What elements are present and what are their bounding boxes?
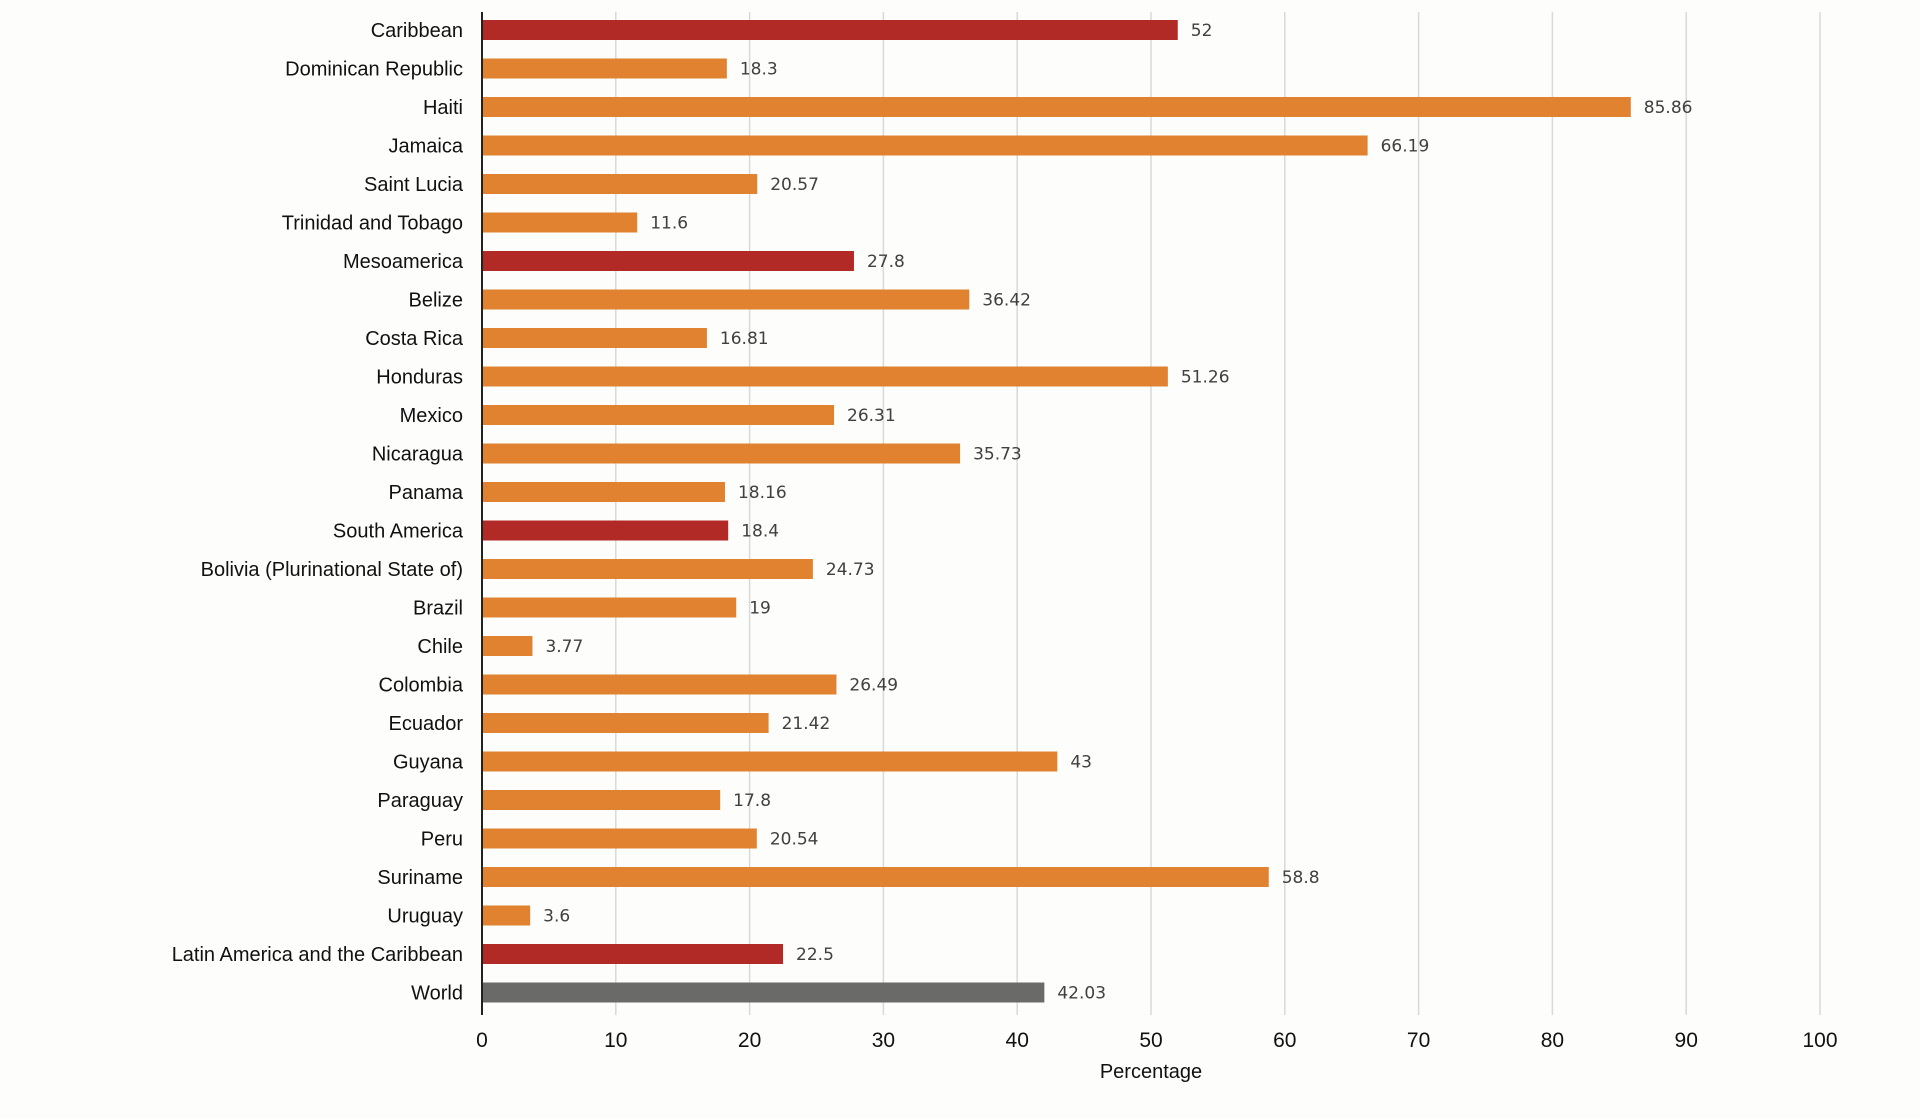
category-label: Dominican Republic <box>285 59 463 81</box>
category-label: Haiti <box>423 97 463 119</box>
x-tick-label: 10 <box>604 1029 627 1052</box>
value-label: 36.42 <box>982 291 1031 311</box>
bar <box>482 713 769 733</box>
category-label: Costa Rica <box>365 328 464 350</box>
bars <box>482 20 1631 1003</box>
value-label: 19 <box>749 599 771 619</box>
value-label: 18.4 <box>741 522 779 542</box>
value-label: 3.77 <box>545 637 583 657</box>
bar <box>482 790 721 810</box>
category-label: Trinidad and Tobago <box>282 213 463 235</box>
gridlines <box>615 12 1821 1015</box>
bar <box>482 443 961 464</box>
category-label: South America <box>333 521 464 543</box>
category-label: Guyana <box>393 752 464 774</box>
category-label: Mesoamerica <box>343 251 464 273</box>
category-label: Panama <box>389 482 464 504</box>
value-label: 11.6 <box>650 214 688 234</box>
bar <box>482 405 835 425</box>
category-label: Uruguay <box>387 906 463 928</box>
value-label: 21.42 <box>782 714 831 734</box>
value-label: 3.6 <box>543 907 570 927</box>
value-label: 26.31 <box>847 406 896 426</box>
category-label: Suriname <box>377 867 463 889</box>
bar <box>482 174 758 194</box>
value-label: 43 <box>1070 753 1092 773</box>
category-label: World <box>411 983 463 1005</box>
category-label: Nicaragua <box>372 444 464 466</box>
bar <box>482 559 813 579</box>
x-tick-label: 70 <box>1407 1029 1430 1052</box>
bar <box>482 212 638 233</box>
bar <box>482 520 729 541</box>
bar <box>482 97 1631 117</box>
value-label: 20.57 <box>770 175 819 195</box>
bar <box>482 251 854 271</box>
value-label: 24.73 <box>826 560 875 580</box>
value-label: 22.5 <box>796 945 834 965</box>
bar <box>482 751 1058 772</box>
x-tick-label: 40 <box>1006 1029 1029 1052</box>
bar <box>482 674 837 695</box>
value-labels: 52 18.3 85.86 66.19 20.57 11.6 27.8 36.42 16.81 5… <box>543 21 1692 1004</box>
x-tick-labels: 0 10 20 30 40 50 60 70 80 90 100 <box>476 1029 1837 1052</box>
bar <box>482 982 1045 1003</box>
value-label: 20.54 <box>770 830 819 850</box>
category-label: Caribbean <box>371 20 463 42</box>
bar <box>482 366 1168 387</box>
value-label: 18.3 <box>740 60 778 80</box>
x-tick-label: 30 <box>872 1029 895 1052</box>
bar <box>482 482 725 502</box>
bar <box>482 289 970 310</box>
bar <box>482 828 757 849</box>
category-label: Brazil <box>413 598 463 620</box>
bar <box>482 597 737 618</box>
x-tick-label: 80 <box>1541 1029 1564 1052</box>
x-tick-label: 20 <box>738 1029 761 1052</box>
value-label: 35.73 <box>973 445 1022 465</box>
bar <box>482 58 727 79</box>
value-label: 66.19 <box>1381 137 1430 157</box>
value-label: 27.8 <box>867 252 905 272</box>
x-tick-label: 100 <box>1802 1029 1837 1052</box>
bar <box>482 328 707 348</box>
x-tick-label: 50 <box>1139 1029 1162 1052</box>
bar <box>482 944 784 964</box>
category-labels: Caribbean Dominican Republic Haiti Jamaica S… <box>172 20 464 1005</box>
category-label: Latin America and the Caribbean <box>172 944 463 966</box>
category-label: Chile <box>417 636 463 658</box>
value-label: 26.49 <box>849 676 898 696</box>
bar <box>482 867 1269 887</box>
bar <box>482 636 533 656</box>
category-label: Mexico <box>400 405 463 427</box>
value-label: 17.8 <box>733 791 771 811</box>
category-label: Honduras <box>376 367 463 389</box>
bar <box>482 20 1178 40</box>
x-axis-title: Percentage <box>1100 1061 1202 1083</box>
x-tick-label: 90 <box>1675 1029 1698 1052</box>
bar <box>482 135 1368 156</box>
value-label: 16.81 <box>720 329 769 349</box>
category-label: Belize <box>409 290 463 312</box>
category-label: Jamaica <box>389 136 464 158</box>
category-label: Bolivia (Plurinational State of) <box>201 559 463 581</box>
x-tick-label: 60 <box>1273 1029 1296 1052</box>
value-label: 58.8 <box>1282 868 1320 888</box>
category-label: Ecuador <box>389 713 464 735</box>
category-label: Paraguay <box>377 790 463 812</box>
value-label: 52 <box>1191 21 1213 41</box>
value-label: 18.16 <box>738 483 787 503</box>
category-label: Colombia <box>379 675 464 697</box>
x-tick-label: 0 <box>476 1029 488 1052</box>
value-label: 51.26 <box>1181 368 1230 388</box>
bar <box>482 905 531 926</box>
category-label: Saint Lucia <box>364 174 464 196</box>
value-label: 85.86 <box>1644 98 1693 118</box>
value-label: 42.03 <box>1057 984 1106 1004</box>
category-label: Peru <box>421 829 463 851</box>
